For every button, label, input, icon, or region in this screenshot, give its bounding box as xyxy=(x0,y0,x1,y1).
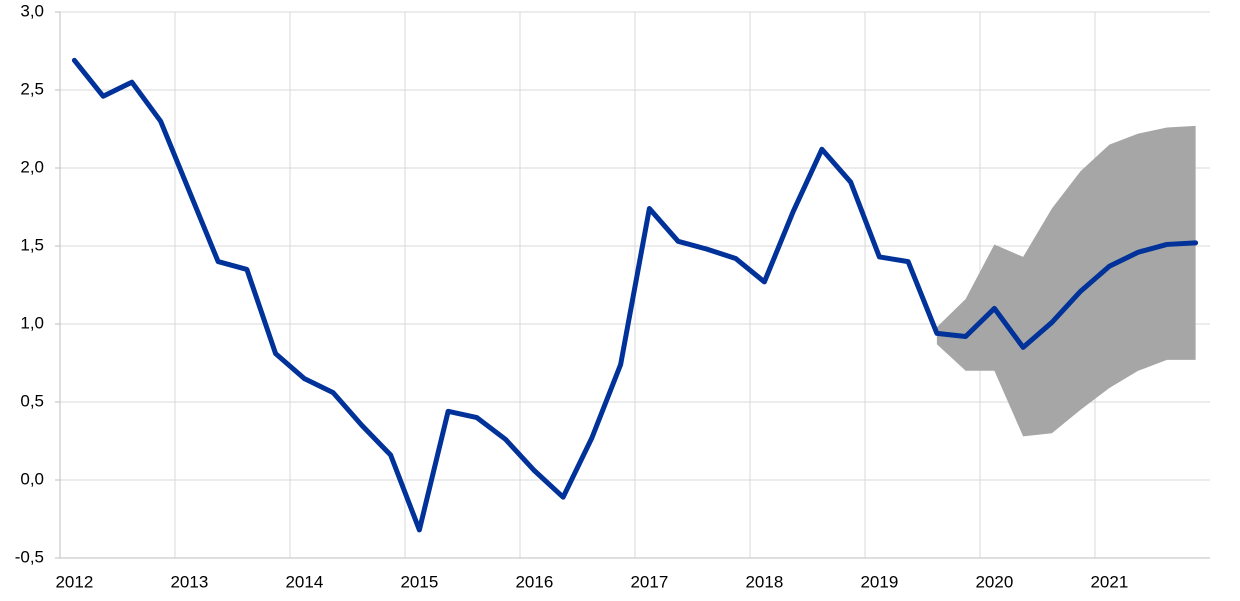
x-tick-label: 2012 xyxy=(55,572,93,591)
y-tick-label: 0,5 xyxy=(20,391,44,410)
uncertainty-band xyxy=(936,125,1196,437)
x-tick-label: 2018 xyxy=(745,572,783,591)
y-tick-label: -0,5 xyxy=(15,547,44,566)
x-tick-label: 2017 xyxy=(630,572,668,591)
y-tick-label: 0,0 xyxy=(20,469,44,488)
y-tick-label: 1,5 xyxy=(20,235,44,254)
line-series xyxy=(71,57,1199,533)
x-tick-label: 2013 xyxy=(170,572,208,591)
x-tick-label: 2014 xyxy=(285,572,323,591)
x-tick-label: 2016 xyxy=(515,572,553,591)
x-tick-label: 2019 xyxy=(860,572,898,591)
x-tick-label: 2020 xyxy=(975,572,1013,591)
x-tick-label: 2021 xyxy=(1090,572,1128,591)
y-tick-label: 2,0 xyxy=(20,157,44,176)
y-tick-label: 3,0 xyxy=(20,1,44,20)
x-tick-label: 2015 xyxy=(400,572,438,591)
y-tick-label: 1,0 xyxy=(20,313,44,332)
y-tick-label: 2,5 xyxy=(20,79,44,98)
